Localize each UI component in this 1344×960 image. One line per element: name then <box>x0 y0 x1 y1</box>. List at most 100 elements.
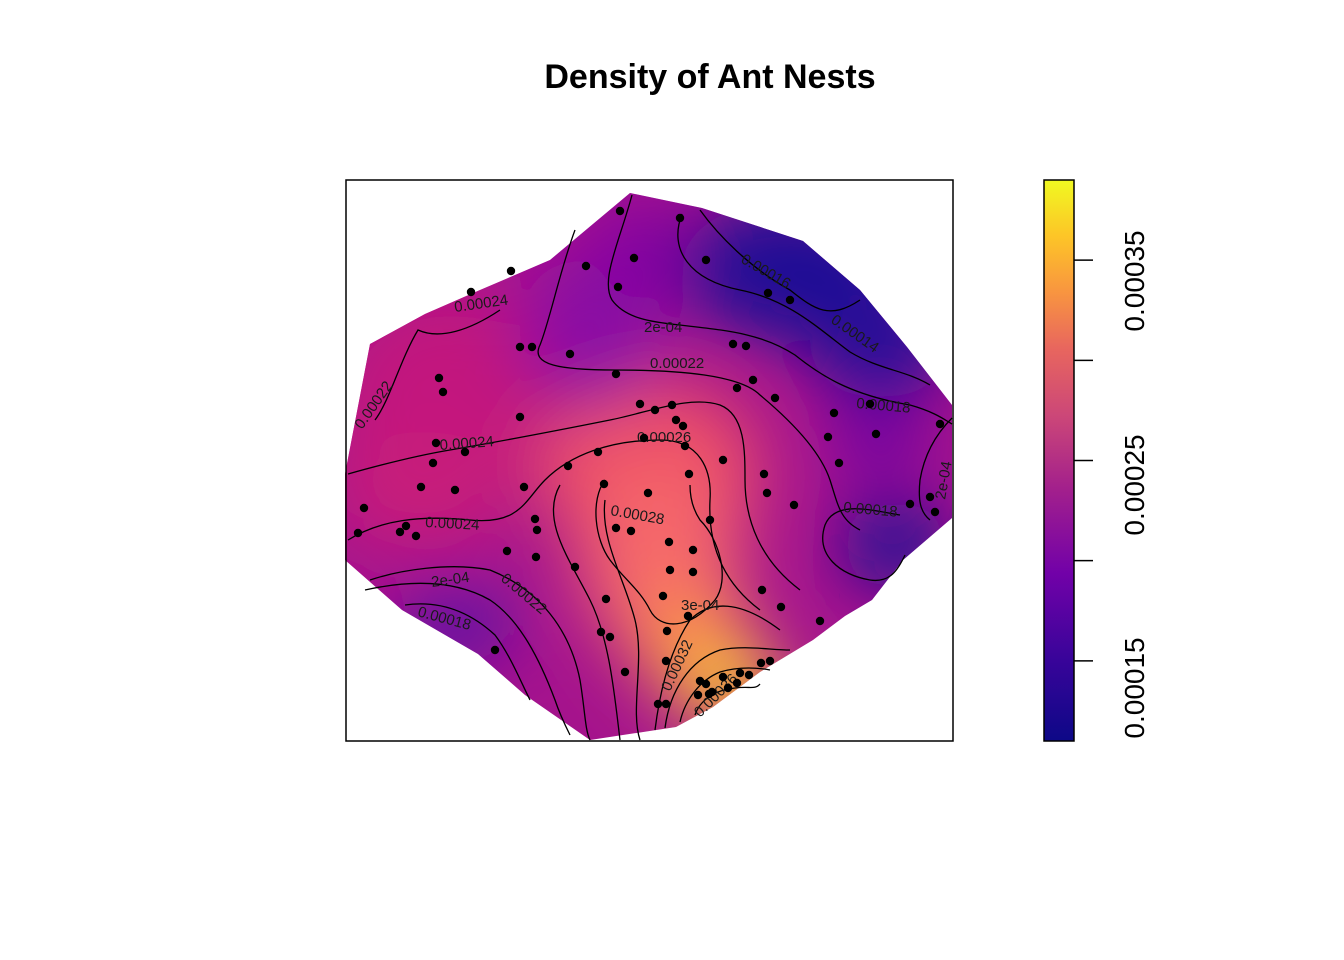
colorbar-tick-label: 0.00035 <box>1119 230 1150 331</box>
nest-point <box>629 253 639 263</box>
nest-point <box>434 373 444 383</box>
nest-point <box>519 482 529 492</box>
nest-point <box>718 672 728 682</box>
nest-point <box>688 545 698 555</box>
nest-point <box>823 432 833 442</box>
nest-point <box>353 528 363 538</box>
nest-point <box>581 261 591 271</box>
nest-point <box>789 500 799 510</box>
contour-label: 2e-04 <box>932 460 955 501</box>
nest-point <box>776 602 786 612</box>
nest-point <box>596 627 606 637</box>
contour-label: 2e-04 <box>430 569 470 591</box>
nest-point <box>515 412 525 422</box>
nest-point <box>599 479 609 489</box>
nest-point <box>428 458 438 468</box>
nest-point <box>531 552 541 562</box>
nest-point <box>665 565 675 575</box>
nest-point <box>718 455 728 465</box>
nest-point <box>748 375 758 385</box>
nest-point <box>661 699 671 709</box>
nest-point <box>683 611 693 621</box>
nest-point <box>762 488 772 498</box>
nest-points <box>353 206 945 709</box>
nest-point <box>723 683 733 693</box>
nest-point <box>653 699 663 709</box>
nest-point <box>759 469 769 479</box>
nest-point <box>593 447 603 457</box>
nest-point <box>611 523 621 533</box>
nest-point <box>359 503 369 513</box>
nest-point <box>732 383 742 393</box>
nest-point <box>650 405 660 415</box>
nest-point <box>438 387 448 397</box>
nest-point <box>688 567 698 577</box>
nest-point <box>770 393 780 403</box>
nest-point <box>490 645 500 655</box>
nest-point <box>450 485 460 495</box>
nest-point <box>678 421 688 431</box>
nest-point <box>664 537 674 547</box>
colorbar-tick-label: 0.00025 <box>1119 434 1150 535</box>
nest-point <box>620 667 630 677</box>
nest-point <box>935 419 945 429</box>
nest-point <box>865 399 875 409</box>
nest-point <box>613 282 623 292</box>
nest-point <box>675 213 685 223</box>
nest-point <box>684 469 694 479</box>
nest-point <box>563 461 573 471</box>
nest-point <box>626 526 636 536</box>
nest-point <box>671 415 681 425</box>
nest-point <box>925 492 935 502</box>
contour-label: 0.00024 <box>439 433 494 454</box>
nest-point <box>615 206 625 216</box>
nest-point <box>661 656 671 666</box>
nest-point <box>395 527 405 537</box>
nest-point <box>466 287 476 297</box>
nest-point <box>829 408 839 418</box>
colorbar-gradient <box>1043 179 1075 742</box>
nest-point <box>756 658 766 668</box>
contour-label: 2e-04 <box>644 319 682 336</box>
density-surface <box>345 193 952 740</box>
nest-point <box>530 514 540 524</box>
contour-label: 0.00022 <box>650 355 704 372</box>
nest-point <box>635 399 645 409</box>
nest-point <box>515 342 525 352</box>
nest-point <box>527 342 537 352</box>
nest-point <box>401 521 411 531</box>
nest-point <box>667 400 677 410</box>
chart-title: Density of Ant Nests <box>544 58 876 96</box>
nest-point <box>732 678 742 688</box>
nest-point <box>680 441 690 451</box>
colorbar: 0.00015 0.00025 0.00035 <box>1043 179 1150 742</box>
nest-point <box>460 447 470 457</box>
contour-label: 0.00018 <box>843 499 899 521</box>
contour-label: 0.00024 <box>425 514 480 534</box>
nest-point <box>871 429 881 439</box>
nest-point <box>763 288 773 298</box>
plot-frame <box>345 179 954 742</box>
nest-point <box>658 591 668 601</box>
nest-point <box>757 585 767 595</box>
nest-point <box>431 438 441 448</box>
nest-point <box>506 266 516 276</box>
nest-point <box>834 458 844 468</box>
nest-point <box>701 255 711 265</box>
nest-point <box>785 295 795 305</box>
nest-point <box>695 676 705 686</box>
nest-point <box>639 433 649 443</box>
nest-point <box>693 690 703 700</box>
colorbar-tick-label: 0.00015 <box>1119 637 1150 738</box>
nest-point <box>411 531 421 541</box>
colorbar-ticks <box>1074 259 1093 662</box>
nest-point <box>705 515 715 525</box>
nest-point <box>601 594 611 604</box>
nest-point <box>565 349 575 359</box>
nest-point <box>611 369 621 379</box>
nest-point <box>416 482 426 492</box>
nest-point <box>502 546 512 556</box>
nest-point <box>605 632 615 642</box>
nest-point <box>532 525 542 535</box>
